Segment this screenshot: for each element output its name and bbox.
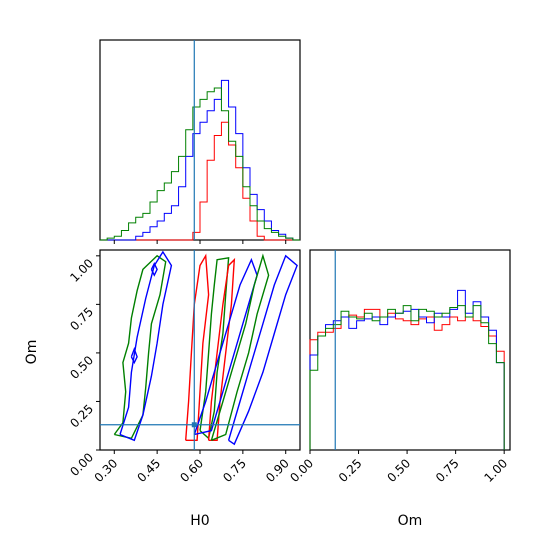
hist-om-xtick-label: 0.00 (287, 456, 316, 485)
contour-ytick-label: 1.00 (67, 256, 96, 285)
contour-red-3 (185, 253, 210, 441)
contour-xtick-label: 0.45 (134, 456, 163, 485)
h0-om-contour-panel: 0.30 0.45 0.60 0.75 0.900.000.250.500.751.00 (67, 249, 301, 485)
contour-blue-1 (119, 250, 173, 442)
hist-om-xtick-label: 0.25 (336, 456, 365, 485)
contour-green-6 (210, 253, 270, 441)
hist-om-panel: 0.00 0.25 0.50 0.75 1.00 (287, 249, 511, 485)
y-axis-label-om: Om (24, 340, 40, 365)
contour-ytick-label: 0.25 (67, 402, 96, 431)
hist-h0-series-green (100, 87, 300, 241)
hist-om-xtick-label: 0.50 (384, 456, 413, 485)
hist-om-frame (309, 249, 511, 451)
hist-h0-series-blue (100, 79, 300, 241)
contour-xtick-label: 0.60 (177, 456, 206, 485)
hist-om-xtick-label: 0.75 (433, 456, 462, 485)
hist-om-xtick-label: 1.00 (482, 456, 511, 485)
x-axis-label-om: Om (398, 513, 423, 529)
contour-xtick-label: 0.75 (220, 456, 249, 485)
contour-blue-7 (227, 254, 298, 446)
axis-labels: H0 Om Om (24, 340, 422, 529)
contour-blue-9 (150, 262, 158, 277)
hist-om-series-red (309, 308, 505, 450)
hist-h0-series-red (100, 121, 300, 241)
truth-marker (191, 422, 197, 428)
contour-xtick-label: 0.90 (263, 456, 292, 485)
x-axis-label-h0: H0 (190, 513, 209, 529)
contour-ytick-label: 0.75 (67, 305, 96, 334)
contour-ytick-label: 0.50 (67, 353, 96, 382)
contour-green-0 (113, 254, 167, 440)
contour-green-2 (199, 256, 230, 440)
contour-blue-8 (130, 346, 138, 365)
contour-blue-5 (193, 257, 258, 436)
hist-om-series-blue (309, 289, 505, 450)
contour-xtick-label: 0.30 (92, 456, 121, 485)
contour-lines (113, 250, 298, 446)
hist-om-series-green (309, 305, 505, 450)
hist-h0-panel (99, 39, 301, 244)
